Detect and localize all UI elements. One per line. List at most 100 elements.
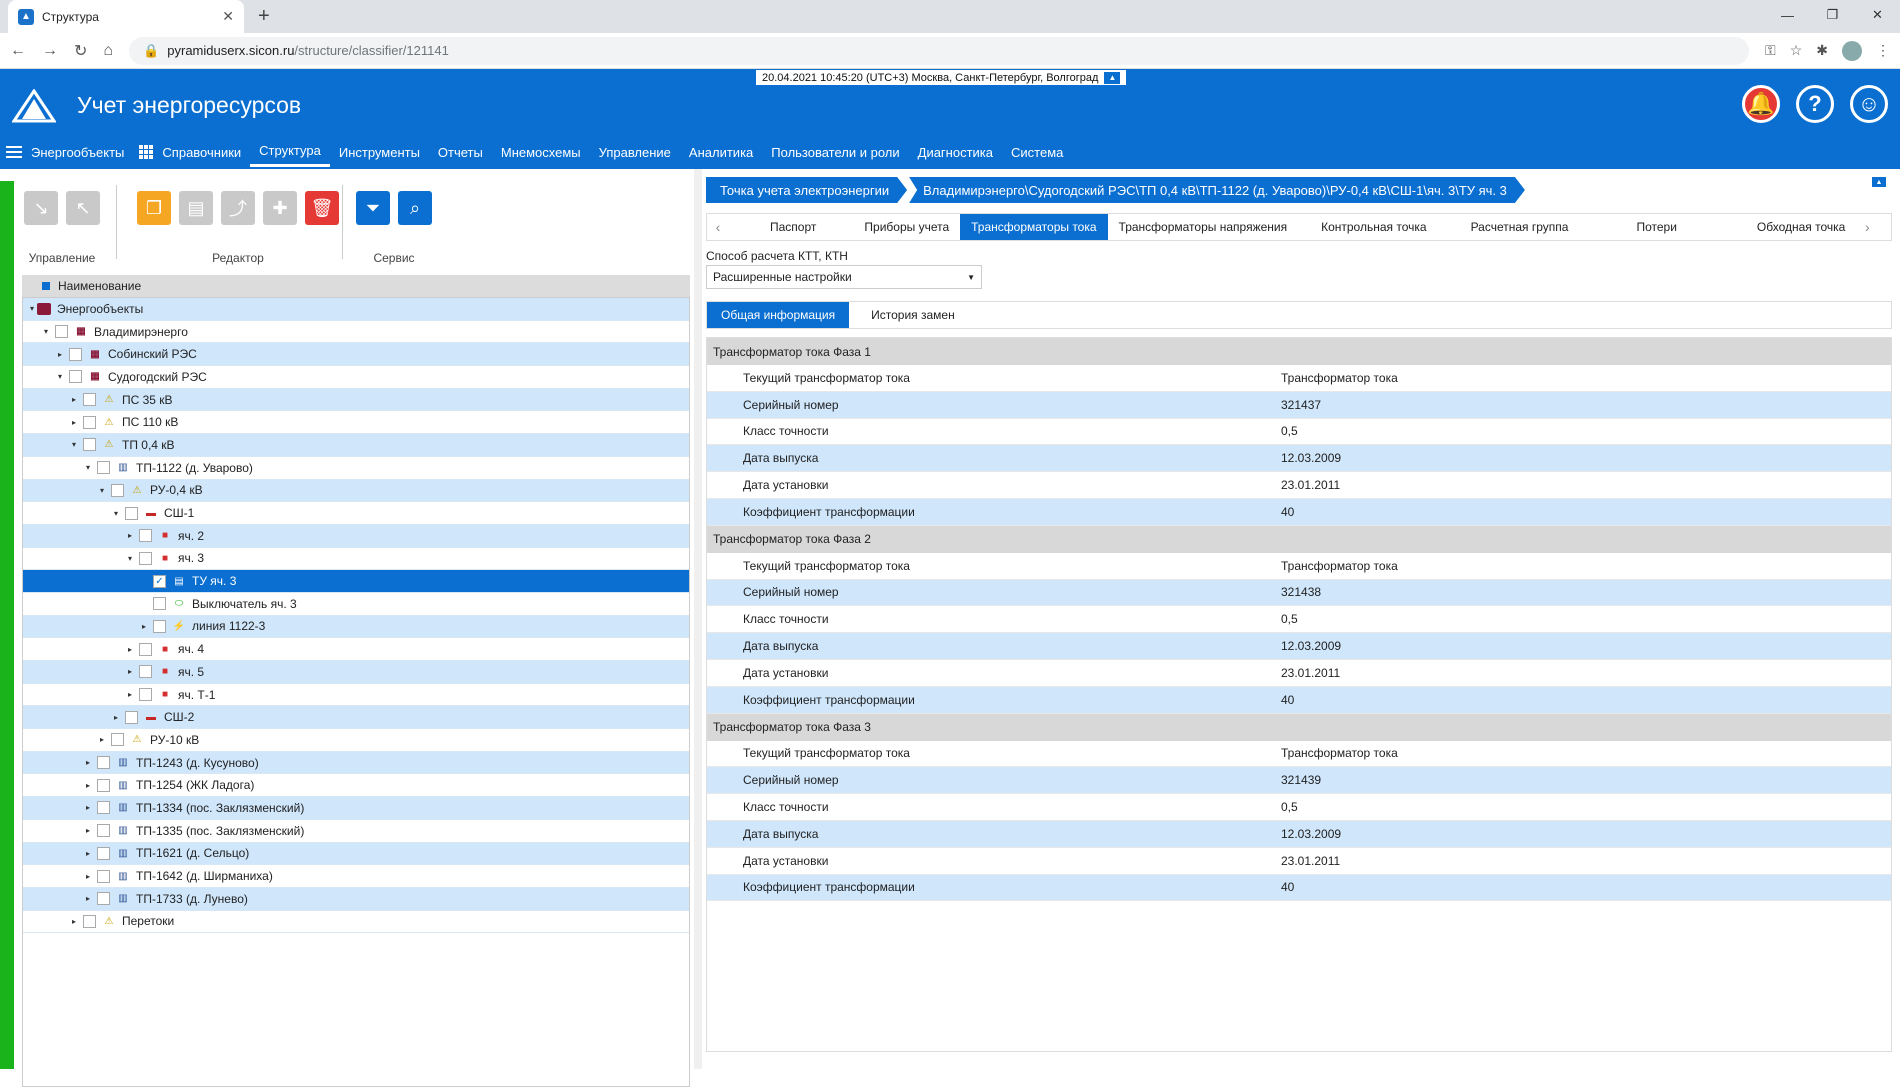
move-button[interactable]: ⤴ <box>221 191 255 225</box>
row-checkbox[interactable] <box>83 438 96 452</box>
collapse-header-icon[interactable]: ▲ <box>1104 71 1121 84</box>
tab-passport[interactable]: Паспорт <box>770 220 817 234</box>
delete-button[interactable]: 🗑 <box>305 191 339 225</box>
breadcrumb-type[interactable]: Точка учета электроэнергии <box>706 177 907 203</box>
reload-icon[interactable]: ↻ <box>74 42 88 60</box>
tab-bypass-point[interactable]: Обходная точка <box>1756 220 1846 234</box>
row-checkbox[interactable] <box>139 529 152 543</box>
expand-toggle-icon[interactable]: ▸ <box>71 395 76 405</box>
expand-toggle-icon[interactable]: ▾ <box>85 463 90 473</box>
tab-voltage-transformers[interactable]: Трансформаторы напряжения <box>1118 220 1288 234</box>
tree-row[interactable]: ▸ ⚡ линия 1122-3 <box>23 615 689 639</box>
browser-tab[interactable]: ▲ Структура ✕ <box>8 0 244 33</box>
copy-button[interactable]: ❐ <box>137 191 171 225</box>
tree-row[interactable]: ⬭ Выключатель яч. 3 <box>23 593 689 616</box>
panel-splitter[interactable] <box>694 169 702 1069</box>
row-checkbox[interactable] <box>125 506 138 520</box>
menu-item-reports[interactable]: Отчеты <box>437 144 483 160</box>
tree-row[interactable]: ▸ ⚠ ПС 35 кВ <box>23 388 689 412</box>
row-checkbox[interactable] <box>83 914 96 928</box>
row-checkbox[interactable] <box>97 892 110 906</box>
expand-toggle-icon[interactable]: ▾ <box>127 553 132 563</box>
row-checkbox[interactable] <box>139 642 152 656</box>
extensions-icon[interactable]: ✱ <box>1816 42 1828 58</box>
collapse-panel-icon[interactable]: ▲ <box>1872 177 1886 187</box>
menu-item-mnemonics[interactable]: Мнемосхемы <box>500 144 581 160</box>
tree-row[interactable]: ▸ ■ яч. Т-1 <box>23 684 689 707</box>
expand-toggle-icon[interactable]: ▸ <box>85 848 90 858</box>
tree-row[interactable]: ▸ ⚠ Перетоки <box>23 911 689 934</box>
tree-row[interactable]: ▸ ▥ ТП-1334 (пос. Заклязменский) <box>23 797 689 820</box>
search-button[interactable]: ⌕ <box>398 191 432 225</box>
tabs-scroll-right-icon[interactable]: › <box>1865 219 1870 235</box>
expand-toggle-icon[interactable]: ▸ <box>71 417 76 427</box>
tree-row[interactable]: ▸ ▥ ТП-1335 (пос. Заклязменский) <box>23 820 689 843</box>
add-button[interactable]: ✚ <box>263 191 297 225</box>
row-checkbox[interactable] <box>125 710 138 724</box>
tree-row[interactable]: ▸ ⚠ РУ-10 кВ <box>23 729 689 752</box>
row-checkbox[interactable] <box>97 801 110 815</box>
tree-row[interactable]: ▸ ▥ ТП-1733 (д. Лунево) <box>23 887 689 911</box>
more-icon[interactable]: ⋮ <box>1876 42 1890 58</box>
menu-item-energy-objects[interactable]: Энергообъекты <box>31 144 125 160</box>
menu-item-references[interactable]: Справочники <box>162 144 242 160</box>
row-checkbox[interactable] <box>97 869 110 883</box>
row-checkbox[interactable] <box>55 325 68 339</box>
move-up-button[interactable]: ↖ <box>66 191 100 225</box>
expand-toggle-icon[interactable]: ▾ <box>71 440 76 450</box>
filter-button[interactable]: ⏷ <box>356 191 390 225</box>
apps-grid-icon[interactable] <box>139 145 154 159</box>
menu-item-diagnostics[interactable]: Диагностика <box>917 144 994 160</box>
row-checkbox[interactable] <box>139 665 152 679</box>
expand-toggle-icon[interactable]: ▸ <box>85 894 90 904</box>
expand-toggle-icon[interactable]: ▸ <box>99 735 104 745</box>
row-checkbox[interactable] <box>139 551 152 565</box>
menu-item-analytics[interactable]: Аналитика <box>688 144 754 160</box>
calc-method-select[interactable]: Расширенные настройки ▼ <box>706 265 982 289</box>
row-checkbox[interactable] <box>97 756 110 770</box>
expand-toggle-icon[interactable]: ▸ <box>71 916 76 926</box>
menu-item-management[interactable]: Управление <box>598 144 671 160</box>
menu-item-tools[interactable]: Инструменты <box>338 144 420 160</box>
tree-row[interactable]: ▾ ⚠ РУ-0,4 кВ <box>23 479 689 503</box>
notifications-bell-icon[interactable]: 🔔 <box>1742 85 1780 123</box>
tree-row[interactable]: ▸ ▦ Собинский РЭС <box>23 343 689 367</box>
url-input[interactable]: 🔒 pyramiduserx.sicon.ru/structure/classi… <box>129 36 1750 65</box>
row-checkbox[interactable] <box>69 347 82 361</box>
row-checkbox[interactable]: ✓ <box>153 574 166 588</box>
expand-toggle-icon[interactable]: ▾ <box>113 508 118 518</box>
row-checkbox[interactable] <box>83 393 96 407</box>
tree-row[interactable]: ▸ ■ яч. 4 <box>23 638 689 661</box>
expand-toggle-icon[interactable]: ▸ <box>85 758 90 768</box>
expand-toggle-icon[interactable]: ▸ <box>127 644 132 654</box>
hamburger-menu-icon[interactable] <box>6 146 22 158</box>
back-icon[interactable]: ← <box>10 41 26 59</box>
menu-item-structure[interactable]: Структура <box>250 137 330 167</box>
tab-calc-group[interactable]: Расчетная группа <box>1470 220 1569 234</box>
row-checkbox[interactable] <box>111 483 124 497</box>
menu-item-system[interactable]: Система <box>1011 144 1064 160</box>
expand-toggle-icon[interactable]: ▸ <box>127 531 132 541</box>
forward-icon[interactable]: → <box>42 41 58 59</box>
select-all-icon[interactable] <box>42 282 50 290</box>
row-checkbox[interactable] <box>83 415 96 429</box>
expand-toggle-icon[interactable]: ▸ <box>113 712 118 722</box>
expand-toggle-icon[interactable]: ▸ <box>85 780 90 790</box>
expand-toggle-icon[interactable]: ▾ <box>57 372 62 382</box>
expand-toggle-icon[interactable]: ▸ <box>85 803 90 813</box>
paste-button[interactable]: ▤ <box>179 191 213 225</box>
tabs-scroll-left-icon[interactable]: ‹ <box>715 219 721 235</box>
key-icon[interactable]: ⚿ <box>1765 42 1776 58</box>
tree-row[interactable]: ✓ ▤ ТУ яч. 3 <box>23 570 689 593</box>
expand-toggle-icon[interactable]: ▸ <box>127 690 132 700</box>
expand-toggle-icon[interactable]: ▾ <box>99 485 104 495</box>
close-tab-icon[interactable]: ✕ <box>222 8 234 24</box>
accessibility-icon[interactable]: ☺ <box>1850 85 1888 123</box>
expand-toggle-icon[interactable]: ▸ <box>127 667 132 677</box>
tab-control-point[interactable]: Контрольная точка <box>1321 220 1427 234</box>
expand-toggle-icon[interactable]: ▸ <box>141 621 146 631</box>
expand-toggle-icon[interactable]: ▸ <box>85 826 90 836</box>
row-checkbox[interactable] <box>153 597 166 611</box>
tree-row[interactable]: ▾ ▦ Судогодский РЭС <box>23 366 689 389</box>
expand-toggle-icon[interactable]: ▸ <box>85 871 90 881</box>
